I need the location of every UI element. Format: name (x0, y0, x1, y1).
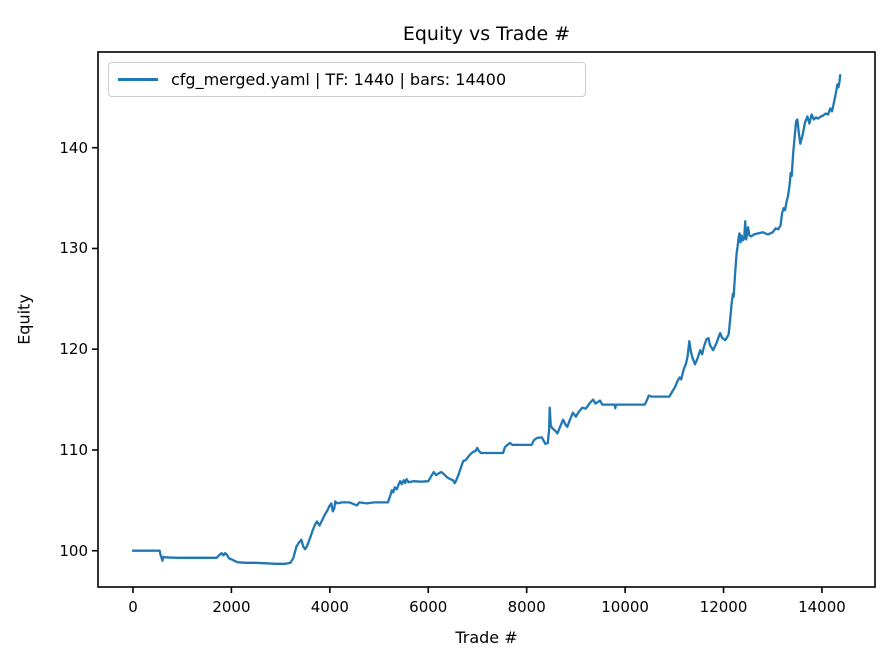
x-tick-label: 14000 (798, 598, 846, 616)
x-tick-label: 4000 (310, 598, 349, 616)
y-tick-label: 130 (59, 239, 88, 258)
y-tick-label: 100 (59, 541, 88, 560)
y-tick-label: 140 (59, 138, 88, 157)
x-tick-label: 0 (128, 598, 138, 616)
legend-label: cfg_merged.yaml | TF: 1440 | bars: 14400 (171, 70, 507, 89)
legend-line-sample-icon (118, 78, 158, 81)
y-axis-label: Equity (14, 294, 34, 345)
equity-line-series (131, 74, 842, 565)
x-tick-label: 6000 (409, 598, 448, 616)
x-tick-label: 10000 (601, 598, 649, 616)
y-tick-label: 110 (59, 440, 88, 459)
y-tick-label: 120 (59, 340, 88, 359)
legend: cfg_merged.yaml | TF: 1440 | bars: 14400 (108, 62, 586, 97)
x-tick-label: 12000 (699, 598, 748, 616)
x-axis-label: Trade # (455, 628, 518, 647)
chart-title: Equity vs Trade # (402, 23, 571, 45)
x-tick-label: 2000 (212, 598, 251, 616)
x-tick-label: 8000 (507, 598, 546, 616)
plot-border (97, 51, 876, 588)
